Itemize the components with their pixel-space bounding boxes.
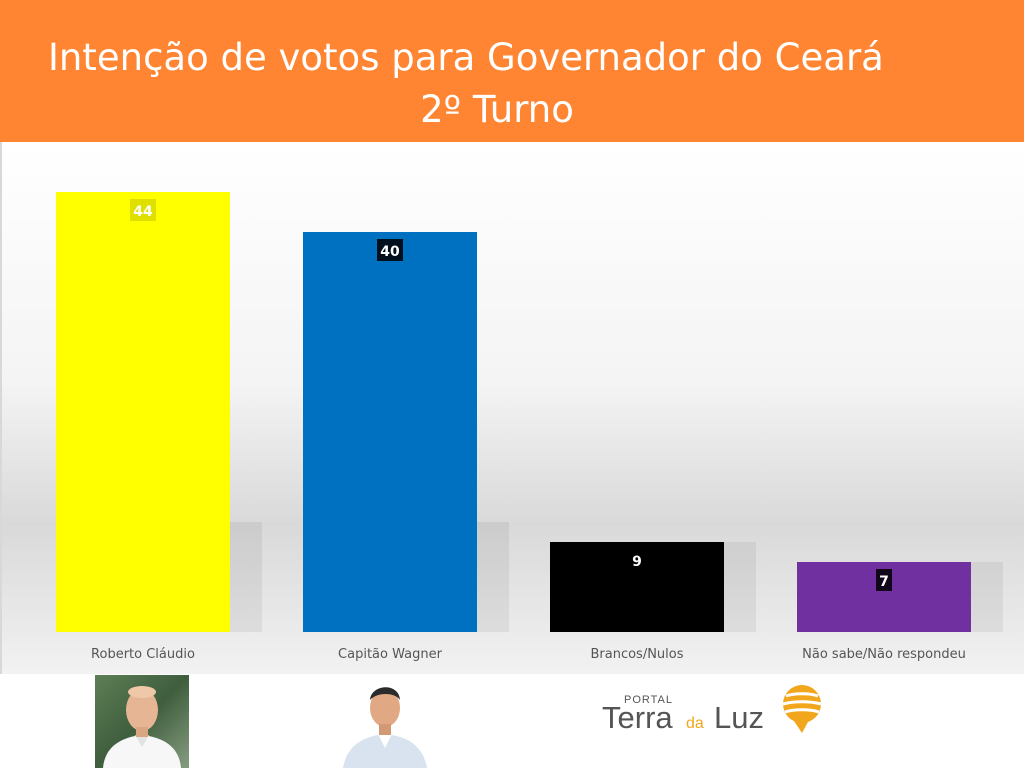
data-label-bg: [876, 569, 892, 591]
logo-luz-text: Luz: [714, 700, 764, 735]
category-label: Não sabe/Não respondeu: [802, 647, 966, 662]
person-photo-icon: [103, 686, 181, 768]
data-label-bg: [377, 239, 403, 261]
bar-chart: 44 Roberto Cláudio 40 Capitão Wagner 9 Branco…: [56, 192, 1003, 662]
data-label-bg: [130, 199, 156, 221]
sun-logo-icon: [782, 685, 822, 733]
data-label: 7: [879, 574, 889, 590]
logo-terra-text: Terra: [602, 700, 673, 735]
candidate-photo-roberto-claudio: [95, 675, 189, 768]
portal-terra-da-luz-logo: PORTAL Terra da Luz: [600, 682, 830, 752]
category-label: Brancos/Nulos: [590, 647, 683, 662]
bar-0: [56, 192, 230, 632]
person-photo-icon: [343, 687, 427, 768]
title-banner: Intenção de votos para Governador do Cea…: [0, 0, 1024, 142]
logo-da-text: da: [686, 715, 704, 732]
data-label: 44: [133, 204, 153, 220]
category-label: Capitão Wagner: [338, 647, 443, 662]
data-label: 40: [380, 244, 400, 260]
logo-portal-text: PORTAL: [624, 694, 673, 706]
data-label: 9: [632, 554, 642, 570]
chart-title: Intenção de votos para Governador do Cea…: [48, 36, 884, 79]
category-label: Roberto Cláudio: [91, 647, 195, 662]
plot-left-border: [0, 142, 2, 674]
data-label-bg: [629, 549, 645, 571]
bar-1: [303, 232, 477, 632]
chart-subtitle: 2º Turno: [420, 88, 574, 131]
candidate-photo-capitao-wagner: [343, 676, 427, 768]
